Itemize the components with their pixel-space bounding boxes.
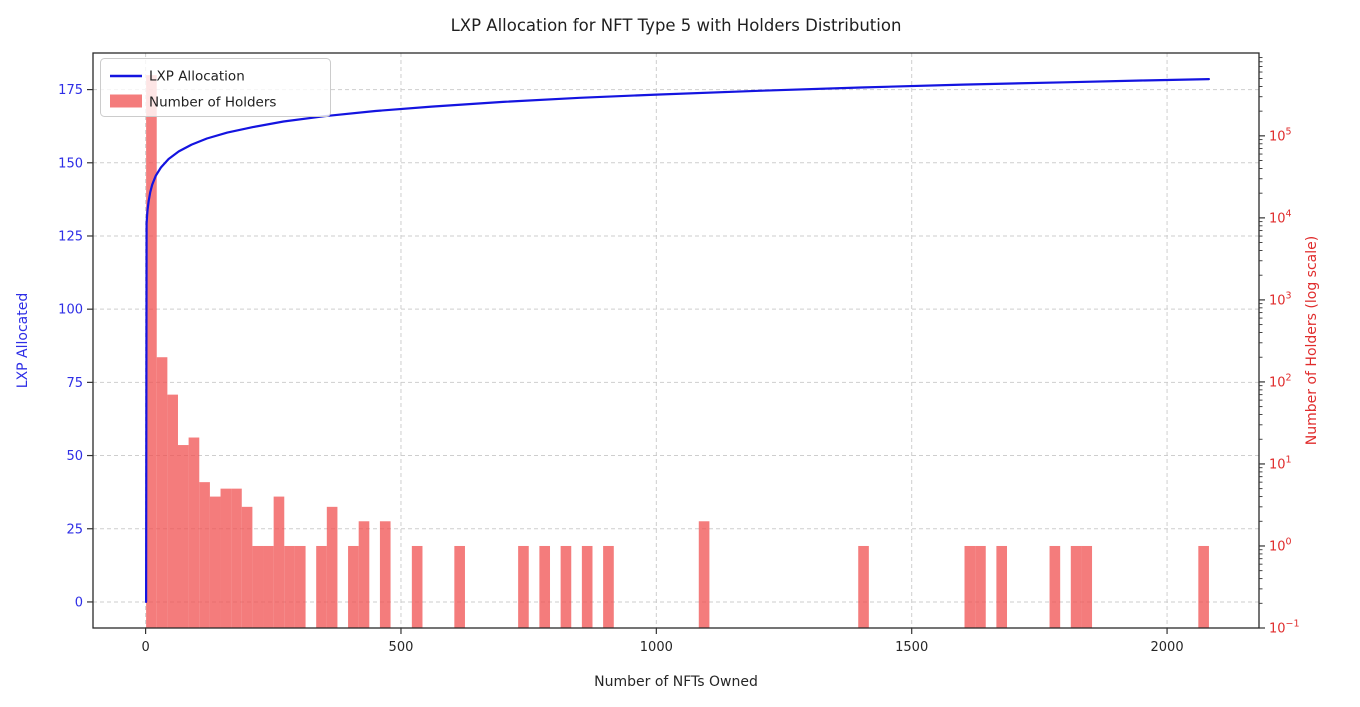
holders-bar [964,545,976,628]
y-axis-label-right: Number of Holders (log scale) [1304,236,1320,445]
holders-bar [411,545,423,628]
lxp-line-path [145,77,1211,604]
x-tick-label: 500 [389,640,414,655]
left-tick-label: 125 [58,229,83,244]
right-tick-label: 101 [1269,454,1292,472]
left-tick-label: 175 [58,83,83,98]
holders-bar [263,545,274,628]
holders-bar [560,545,572,628]
holders-bar [167,394,178,628]
y-axis-label-left: LXP Allocated [15,293,31,388]
right-tick-label: 103 [1269,290,1292,308]
axis-ticks-and-tick-labels: 0 25 50 75 100 125 150 175 0 500 1000 1500 2000 105 10… [58,57,1300,655]
holders-bar [454,545,465,628]
right-tick-label: 102 [1269,372,1292,390]
holders-bar [326,506,338,628]
left-tick-label: 150 [58,156,83,171]
right-tick-label: 10−1 [1269,619,1300,637]
right-tick-label: 100 [1269,536,1292,554]
lxp-allocation-line [145,77,1211,604]
legend-label-lxp-allocation: LXP Allocation [149,69,245,85]
holders-bar [284,545,295,628]
left-tick-label: 75 [66,376,83,391]
holders-histogram-bars [146,75,1209,628]
holders-bar [358,521,370,628]
holders-bar [273,496,285,628]
holders-bar [539,545,551,628]
holders-bar [252,545,264,628]
holders-bar [156,357,168,628]
holders-bar [1198,545,1209,628]
holders-bar [975,545,986,628]
holders-bar [241,506,253,628]
holders-bar [220,488,232,628]
axes-spines [92,52,1260,629]
holders-bar [1049,545,1061,628]
holders-bar [1081,545,1093,628]
x-tick-label: 1000 [640,640,673,655]
legend-label-number-of-holders: Number of Holders [149,95,276,111]
holders-bar [518,545,529,628]
holders-bar [1070,545,1082,628]
legend-box [100,58,331,117]
legend: LXP Allocation Number of Holders [100,58,331,117]
x-axis-label: Number of NFTs Owned [594,674,758,690]
gridlines [93,53,1259,628]
left-tick-label: 0 [75,595,83,610]
holders-bar [858,545,869,628]
holders-bar [188,437,200,628]
holders-bar [316,545,327,628]
holders-bar [177,445,189,628]
holders-bar [379,521,391,628]
x-tick-label: 1500 [895,640,928,655]
right-tick-label: 105 [1269,126,1292,144]
holders-bar [231,488,242,628]
holders-bar [199,482,210,628]
holders-bar [603,545,614,628]
holders-bar [294,545,306,628]
left-tick-label: 100 [58,303,83,318]
holders-bar [209,496,221,628]
holders-bar [996,545,1008,628]
legend-bar-swatch-icon [110,94,142,108]
left-tick-label: 25 [66,522,83,537]
holders-bar [698,521,710,628]
holders-bar [146,75,157,628]
holders-bar [348,545,359,628]
chart-title: LXP Allocation for NFT Type 5 with Holde… [451,16,902,35]
x-tick-label: 0 [141,640,149,655]
plot-border [92,52,1260,629]
left-tick-label: 50 [66,449,83,464]
x-tick-label: 2000 [1151,640,1184,655]
holders-bar [581,545,593,628]
right-tick-label: 104 [1269,208,1292,226]
